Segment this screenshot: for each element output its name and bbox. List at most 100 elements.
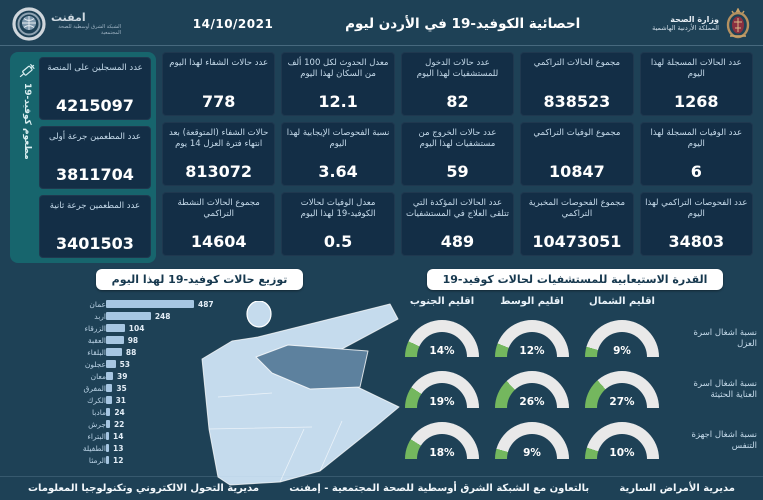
bar-label: الرمثا <box>88 455 106 465</box>
bar-label: البتراء <box>87 431 106 441</box>
bar-value: 39 <box>117 371 128 381</box>
bar <box>106 360 116 368</box>
bar-row: البلقاء 88 <box>48 346 393 358</box>
stat-value: 59 <box>446 162 469 181</box>
bar <box>106 432 109 440</box>
stat-card: معدل الوفيات لحالات الكوفيد-19 لهذا اليو… <box>281 192 395 256</box>
page-title: احصائية الكوفيد-19 في الأردن ليوم <box>345 15 581 32</box>
report-date: 14/10/2021 <box>192 16 274 31</box>
stat-card: عدد حالات الشفاء لهذا اليوم 778 <box>161 52 276 116</box>
bar <box>106 300 194 308</box>
bar-label: البلقاء <box>87 347 106 357</box>
bar-row: عمان 487 <box>48 298 393 310</box>
gauge-row-label: نسبة اشغال اسرة العزل <box>693 327 757 349</box>
stat-label: عدد الحالات المسجلة لهذا اليوم <box>650 58 742 80</box>
header: امفنت الشبكة الشرق أوسطية للصحة المجتمعي… <box>0 0 763 46</box>
bar-value: 12 <box>113 455 124 465</box>
distribution-title: توزيع حالات كوفيد-19 لهذا اليوم <box>95 269 304 290</box>
bar-row: جرش 22 <box>48 418 393 430</box>
stat-card: مجموع الحالات التراكمي 838523 <box>520 52 634 116</box>
syringe-icon <box>19 63 35 78</box>
stat-value: 4215097 <box>56 96 134 115</box>
vaccination-side-label: مطعوم كوفيد-19 <box>21 83 32 160</box>
stat-value: 813072 <box>185 162 253 181</box>
stat-label: مجموع الحالات النشطة التراكمي <box>177 198 260 220</box>
bar <box>106 408 111 416</box>
stat-value: 6 <box>690 162 702 181</box>
gauge: 14% <box>405 320 479 358</box>
stat-card: نسبة الفحوصات الإيجابية لهذا اليوم 3.64 <box>281 122 395 186</box>
bar-row: معان 39 <box>48 370 393 382</box>
bottom-section: توزيع حالات كوفيد-19 لهذا اليوم عمان 487 ا… <box>0 263 763 486</box>
emphnet-logo: امفنت الشبكة الشرق أوسطية للصحة المجتمعي… <box>12 6 121 41</box>
region-header: اقليم الجنوب <box>409 296 475 307</box>
stat-label: عدد المطعمين جرعة ثانية <box>49 201 141 211</box>
bar <box>106 372 114 380</box>
stat-label: مجموع الوفيات التراكمي <box>533 128 621 138</box>
bar-row: المفرق 35 <box>48 382 393 394</box>
bar-label: الطفيلة <box>82 443 106 453</box>
bar-label: الزرقاء <box>84 323 106 333</box>
stat-value: 3401503 <box>56 234 134 253</box>
stat-label: عدد الفحوصات التراكمي لهذا اليوم <box>645 198 748 220</box>
bar-row: الطفيلة 13 <box>48 442 393 454</box>
bar-value: 31 <box>115 395 127 405</box>
stat-value: 0.5 <box>323 232 353 251</box>
bar-value: 24 <box>114 407 125 417</box>
gauge: 10% <box>585 422 659 460</box>
bar-value: 13 <box>113 443 124 453</box>
jordan-map-highlight <box>255 344 369 390</box>
stat-label: عدد حالات الدخول للمستشفيات لهذا اليوم <box>416 58 499 80</box>
capacity-title: القدرة الاستيعابية للمستشفيات لحالات كوف… <box>426 269 724 290</box>
bar-row: اربد 248 <box>48 310 393 322</box>
bar <box>106 312 151 320</box>
gauge-value: 12% <box>519 345 545 357</box>
gauge: 19% <box>405 371 479 409</box>
stat-card: عدد حالات الدخول للمستشفيات لهذا اليوم 82 <box>400 52 515 116</box>
bar-value: 53 <box>119 359 130 369</box>
bar-row: البتراء 14 <box>48 430 393 442</box>
bar <box>106 420 110 428</box>
stat-card: مجموع الفحوصات المخبرية التراكمي 10473051 <box>520 192 634 256</box>
bar-row: الزرقاء 104 <box>48 322 393 334</box>
bar-row: الكرك 31 <box>48 394 393 406</box>
bar-label: المفرق <box>83 383 106 393</box>
stat-value: 14604 <box>190 232 247 251</box>
gauge-value: 10% <box>609 447 635 459</box>
gauge: 18% <box>405 422 479 460</box>
stat-card: حالات الشفاء (المتوقعة) بعد انتهاء فترة … <box>161 122 276 186</box>
footer-right: مديرية الأمراض السارية <box>619 483 735 494</box>
footer-left: مديرية التحول الالكتروني وتكنولوجيا المع… <box>28 483 260 494</box>
stat-label: حالات الشفاء (المتوقعة) بعد انتهاء فترة … <box>169 128 269 150</box>
vaccination-panel: مطعوم كوفيد-19 عدد المسجلين على المنصة 421… <box>9 52 156 263</box>
gauge: 27% <box>585 371 659 409</box>
bar-label: معان <box>90 371 106 381</box>
jordan-map <box>192 300 402 487</box>
stat-label: عدد المطعمين جرعة أولى <box>48 132 141 142</box>
bar <box>106 324 125 332</box>
ministry-logo-block: وزارة الصحة المملكة الأردنية الهاشمية <box>652 7 751 40</box>
bar-value: 35 <box>116 383 127 393</box>
vaccination-cards: عدد المسجلين على المنصة 4215097 عدد المطعم… <box>38 57 151 258</box>
region-header: اقليم الوسط <box>500 296 564 307</box>
bar-value: 248 <box>154 311 171 321</box>
stat-value: 778 <box>201 92 236 111</box>
emphnet-globe-icon <box>12 6 46 41</box>
stat-label: معدل الحدوث لكل 100 ألف من السكان لهذا ا… <box>287 58 389 80</box>
bar-rows: عمان 487 اربد 248 الزرقاء 104 العقبة 98 البلقاء 8… <box>48 298 393 466</box>
jordan-map-body <box>201 303 400 486</box>
bar-row: عجلون 53 <box>48 358 393 370</box>
bar <box>106 444 109 452</box>
stat-value: 34803 <box>668 232 725 251</box>
stat-card: عدد المطعمين جرعة ثانية 3401503 <box>38 195 151 258</box>
stat-card: عدد المطعمين جرعة أولى 3811704 <box>38 126 151 189</box>
bar-value: 22 <box>113 419 125 429</box>
stat-label: عدد حالات الشفاء لهذا اليوم <box>169 58 269 68</box>
vaccination-side-strip: مطعوم كوفيد-19 <box>15 57 39 258</box>
emphnet-name: امفنت <box>51 10 86 24</box>
stat-card: عدد الحالات المؤكدة التي تتلقى العلاج في… <box>400 192 515 256</box>
bar-value: 14 <box>113 431 124 441</box>
bar-label: اربد <box>94 311 106 321</box>
bar <box>106 384 113 392</box>
stat-column: عدد حالات الدخول للمستشفيات لهذا اليوم 82… <box>400 52 515 263</box>
